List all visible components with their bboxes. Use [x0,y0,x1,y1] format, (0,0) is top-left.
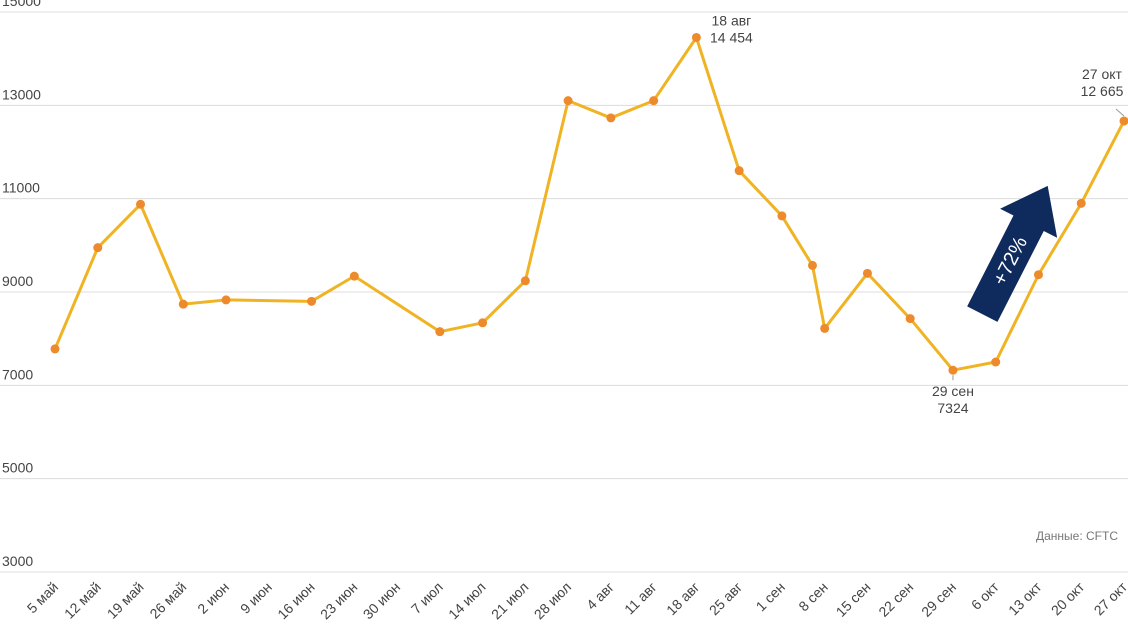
marker [307,296,317,306]
marker [862,268,872,278]
marker [520,276,530,286]
arrow-shape [967,185,1058,322]
marker [1076,198,1086,208]
y-tick-label: 3000 [2,553,33,569]
x-tick-label: 8 сен [795,579,830,614]
marker [478,318,488,328]
x-tick-label: 25 авг [706,579,745,618]
x-tick-label: 26 май [146,579,189,622]
marker [1033,270,1043,280]
marker [905,314,915,324]
x-tick-label: 6 окт [968,578,1002,612]
x-tick-label: 5 май [24,579,61,616]
marker [991,357,1001,367]
data-label: 7324 [937,400,968,416]
x-tick-label: 16 июн [274,579,317,622]
line [53,35,1126,372]
marker [221,295,231,305]
marker [948,365,958,375]
x-tick-label: 4 авг [583,579,617,613]
marker [178,299,188,309]
marker [691,32,701,42]
marker [734,166,744,176]
y-tick-label: 15000 [2,0,41,9]
y-tick-label: 9000 [2,273,33,289]
marker [649,96,659,106]
x-tick-label: 7 июл [408,579,446,617]
marker [820,323,830,333]
marker [1119,116,1128,126]
y-tick-label: 13000 [2,86,41,102]
x-tick-label: 21 июл [488,579,532,623]
marker [93,243,103,253]
data-label: 12 665 [1081,83,1124,99]
x-tick-label: 28 июл [531,579,575,623]
marker [136,199,146,209]
x-tick-label: 1 сен [753,579,788,614]
marker [777,211,787,221]
data-label: 14 454 [710,29,753,45]
x-tick-label: 14 июл [445,579,489,623]
x-tick-label: 9 июн [237,579,275,617]
marker [606,113,616,123]
x-tick-label: 30 июн [360,579,403,622]
x-tick-label: 20 окт [1048,578,1088,618]
marker [807,260,817,270]
y-tick-label: 7000 [2,366,33,382]
point-date: 29 сен [932,383,974,399]
x-tick-label: 29 сен [918,579,959,620]
x-tick-label: 23 июн [317,579,360,622]
marker [563,96,573,106]
growth-arrow: +72% [967,185,1058,322]
x-tick-label: 15 сен [833,579,874,620]
x-tick-label: 19 май [104,579,147,622]
source: Данные: CFTC [1036,529,1118,543]
x-tick-label: 18 авг [663,579,702,618]
x-tick-label: 13 окт [1005,578,1045,618]
point-date: 27 окт [1082,66,1123,82]
marker [50,344,60,354]
y-tick-label: 11000 [2,180,40,196]
x-tick-label: 2 июн [194,579,232,617]
point-date: 18 авг [712,12,752,28]
x-tick-label: 11 авг [621,579,660,618]
marker [349,271,359,281]
leader [1115,108,1125,117]
x-tick-label: 12 май [61,579,104,622]
x-tick-label: 22 сен [875,579,916,620]
y-tick-label: 5000 [2,460,33,476]
marker [435,327,445,337]
x-tick-label: 27 окт [1091,578,1128,618]
